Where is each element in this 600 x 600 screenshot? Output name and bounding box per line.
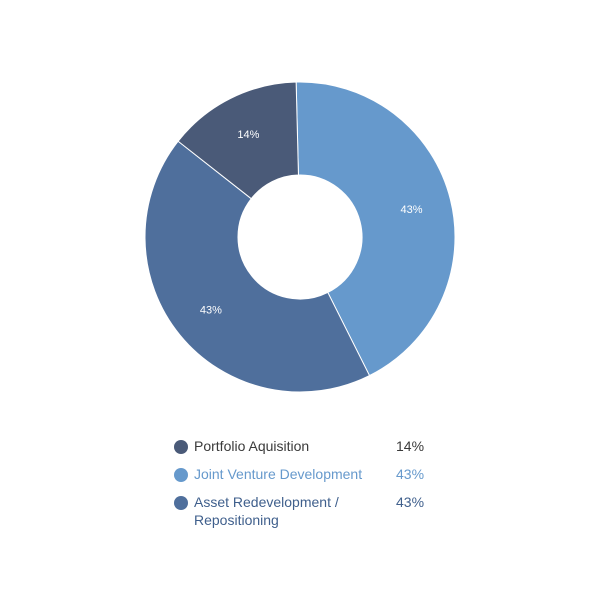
legend-item-joint-venture-development[interactable]: Joint Venture Development 43% (174, 465, 434, 483)
slice-portfolio-aquisition[interactable] (177, 81, 299, 200)
legend-item-portfolio-aquisition[interactable]: Portfolio Aquisition 14% (174, 437, 434, 455)
legend-label: Asset Redevelopment / Repositioning (194, 494, 339, 528)
legend-marker-icon (174, 468, 188, 482)
legend-value: 14% (396, 438, 425, 454)
legend-marker-icon (174, 440, 188, 454)
slice-label-portfolio-aquisition: 14% (237, 129, 259, 141)
legend-value: 43% (396, 466, 425, 482)
legend-value: 43% (396, 494, 425, 510)
legend-label: Portfolio Aquisition (194, 438, 310, 454)
legend-label: Joint Venture Development (194, 466, 363, 482)
legend-item-asset-redevelopment[interactable]: Asset Redevelopment / Repositioning 43% (174, 493, 434, 529)
slice-label-joint-venture-development: 43% (401, 204, 423, 216)
slice-joint-venture-development[interactable] (295, 81, 456, 377)
slice-label-asset-redevelopment: 43% (200, 305, 222, 317)
legend-marker-icon (174, 496, 188, 510)
chart-legend: Portfolio Aquisition 14% Joint Venture D… (174, 437, 434, 539)
slice-asset-redevelopment[interactable] (144, 140, 371, 393)
